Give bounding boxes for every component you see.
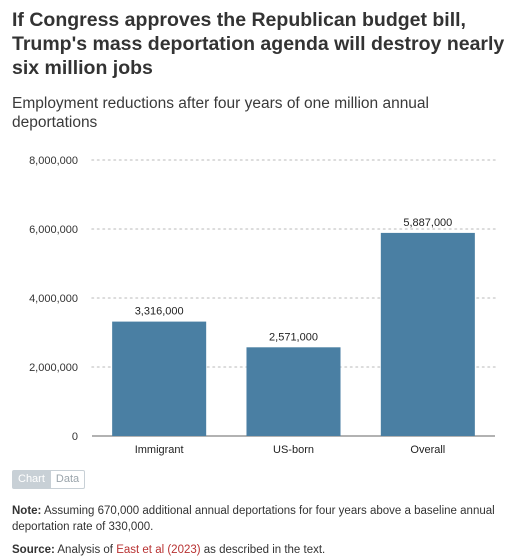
note-text: Assuming 670,000 additional annual depor…: [12, 505, 495, 533]
source-label: Source:: [12, 544, 55, 556]
data-label: 3,316,000: [135, 306, 184, 318]
bar-immigrant: [112, 321, 207, 436]
note: Note: Assuming 670,000 additional annual…: [12, 503, 502, 535]
y-tick-label: 4,000,000: [29, 293, 78, 305]
bar-overall: [380, 232, 475, 436]
chart-title: If Congress approves the Republican budg…: [12, 9, 505, 79]
note-label: Note:: [12, 505, 42, 517]
source-link[interactable]: East et al (2023): [116, 544, 201, 556]
chart-tab[interactable]: Chart: [12, 470, 51, 489]
x-tick-label: US-born: [273, 444, 314, 456]
source-prefix: Analysis of: [54, 544, 117, 556]
data-label: 5,887,000: [403, 217, 452, 229]
y-tick-label: 2,000,000: [29, 362, 78, 374]
data-tab[interactable]: Data: [50, 470, 86, 489]
source-suffix: as described in the text.: [200, 544, 326, 556]
data-label: 2,571,000: [269, 331, 318, 343]
bar-chart: 0 2,000,000 4,000,000 6,000,000 8,000,000 3,3…: [29, 155, 496, 456]
x-tick-label: Immigrant: [135, 444, 184, 456]
chart-subtitle: Employment reductions after four years o…: [12, 95, 429, 131]
chart-data-toggle: Chart Data: [12, 470, 86, 489]
y-tick-label: 0: [72, 431, 78, 443]
y-tick-label: 8,000,000: [29, 155, 78, 167]
bar-us-born: [246, 347, 341, 436]
x-tick-label: Overall: [410, 444, 445, 456]
y-tick-label: 6,000,000: [29, 224, 78, 236]
source: Source: Analysis of East et al (2023) as…: [12, 542, 502, 558]
